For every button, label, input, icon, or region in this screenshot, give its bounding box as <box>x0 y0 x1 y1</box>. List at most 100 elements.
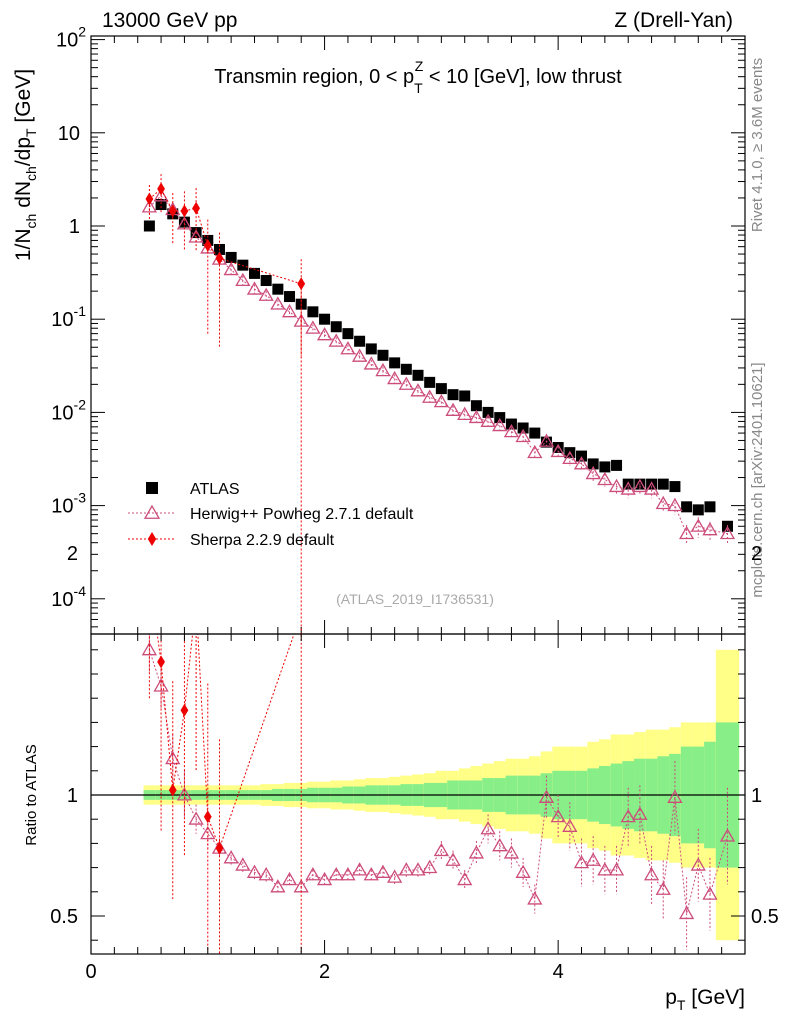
data-point <box>235 272 251 287</box>
data-point <box>307 306 319 318</box>
data-point <box>646 478 658 490</box>
rivet-version-label: Rivet 4.1.0, ≥ 3.6M events <box>749 58 766 232</box>
data-point <box>422 859 438 874</box>
data-point <box>258 867 274 881</box>
data-point <box>620 808 636 823</box>
header-left-label: 13000 GeV pp <box>102 9 237 32</box>
data-point <box>192 595 200 608</box>
data-point <box>365 343 377 355</box>
data-point <box>445 402 461 416</box>
y-tick-label: 1 <box>69 216 80 238</box>
y-tick-label: 10-2 <box>51 396 86 424</box>
x-axis-label: pT [GeV] <box>665 986 745 1013</box>
data-point <box>168 204 177 218</box>
ratio-series-1 <box>145 571 302 954</box>
data-point <box>340 867 356 881</box>
ratio-plot-panel: 0.5 0.5 1 1 2 2 0 2 4 Ratio to ATLAS pT [GeV] <box>23 543 779 1013</box>
series-line <box>148 649 728 914</box>
data-point <box>340 341 356 355</box>
data-point <box>319 313 331 325</box>
ratio-axis-ticks: 0.5 0.5 1 1 2 2 0 2 4 <box>50 543 779 983</box>
data-point <box>180 703 189 717</box>
data-point <box>632 478 648 493</box>
data-point <box>145 192 154 206</box>
data-point <box>363 867 379 881</box>
ratio-y-tick-label: 0.5 <box>50 906 78 928</box>
data-point <box>597 862 613 876</box>
data-point <box>284 291 296 303</box>
data-point <box>611 459 623 471</box>
data-point <box>377 349 389 361</box>
series-1 <box>141 188 736 545</box>
data-point <box>223 850 239 864</box>
x-tick-label: 4 <box>553 961 564 983</box>
ratio-y-tick-label: 2 <box>751 543 762 565</box>
data-point <box>517 422 529 434</box>
data-point <box>597 471 613 486</box>
watermark-label: (ATLAS_2019_I1736531) <box>336 591 494 607</box>
y-tick-label: 10 <box>58 123 80 145</box>
legend-marker <box>147 532 157 546</box>
main-axis-ticks: 1 10 102 10-4 10-3 10-2 10-1 <box>51 24 746 634</box>
ratio-y-tick-label: 1 <box>751 785 762 807</box>
data-point <box>678 905 695 920</box>
data-point <box>435 383 447 395</box>
data-point <box>145 571 153 584</box>
y-tick-label: 10-3 <box>51 490 86 518</box>
data-point <box>410 862 426 876</box>
data-point <box>157 182 165 196</box>
data-point <box>215 841 224 855</box>
legend-label: ATLAS <box>190 481 240 498</box>
data-point <box>702 886 718 900</box>
data-point <box>492 417 508 432</box>
data-point <box>246 281 263 295</box>
data-point <box>387 370 403 385</box>
data-point <box>599 461 611 473</box>
data-point <box>719 525 736 540</box>
data-point <box>200 825 216 840</box>
ratio-y-axis-label: Ratio to ATLAS <box>23 744 40 845</box>
data-point <box>178 216 190 228</box>
x-tick-label: 2 <box>319 961 330 983</box>
data-point <box>328 867 344 881</box>
ratio-plot-frame <box>90 633 746 955</box>
data-point <box>328 333 344 347</box>
data-point <box>447 389 459 401</box>
data-point <box>550 443 566 458</box>
data-point <box>515 864 531 878</box>
data-point <box>387 869 403 883</box>
data-point <box>470 400 482 412</box>
data-point <box>398 376 414 390</box>
legend: ATLAS Herwig++ Powheg 2.7.1 default Sherpa… <box>128 481 414 549</box>
data-point <box>576 450 587 462</box>
data-point <box>667 789 683 803</box>
data-point <box>620 481 636 495</box>
data-point <box>573 854 590 869</box>
data-point <box>587 458 599 470</box>
ratio-y-tick-label: 0.5 <box>751 906 779 928</box>
data-point <box>503 845 520 859</box>
data-point <box>258 287 274 301</box>
data-point <box>389 357 401 369</box>
data-point <box>704 501 716 513</box>
data-point <box>678 525 695 540</box>
data-point <box>480 413 496 427</box>
data-point <box>272 283 284 295</box>
data-point <box>235 857 251 871</box>
data-point <box>468 409 485 424</box>
data-point <box>412 369 424 381</box>
legend-marker <box>143 504 161 519</box>
data-point <box>141 641 158 656</box>
data-point <box>375 362 391 377</box>
data-point <box>155 199 167 211</box>
data-point <box>459 390 471 402</box>
mcplots-label: mcplots.cern.ch [arXiv:2401.10621] <box>749 362 766 597</box>
data-point <box>249 267 260 279</box>
data-point <box>316 871 333 886</box>
data-point <box>143 220 155 232</box>
data-point <box>400 363 412 375</box>
data-point <box>482 406 494 418</box>
data-point <box>270 296 286 310</box>
data-point <box>538 433 555 447</box>
